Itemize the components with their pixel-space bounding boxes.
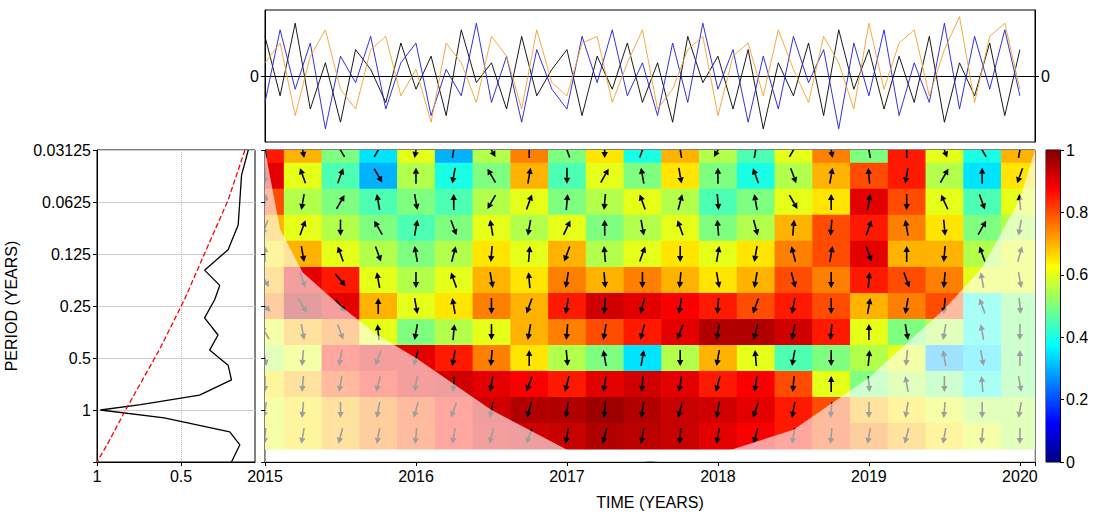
- svg-text:2015: 2015: [247, 468, 283, 485]
- svg-text:0.5: 0.5: [69, 350, 91, 367]
- svg-text:0: 0: [1041, 68, 1050, 85]
- svg-text:0.25: 0.25: [60, 298, 91, 315]
- svg-text:PERIOD (YEARS): PERIOD (YEARS): [3, 241, 20, 372]
- svg-text:2018: 2018: [700, 468, 736, 485]
- svg-text:0.8: 0.8: [1066, 204, 1088, 221]
- svg-text:0.4: 0.4: [1066, 329, 1088, 346]
- svg-text:0.6: 0.6: [1066, 266, 1088, 283]
- svg-text:0: 0: [1066, 454, 1075, 471]
- svg-text:1: 1: [82, 402, 91, 419]
- svg-text:2017: 2017: [549, 468, 585, 485]
- svg-text:0.0625: 0.0625: [42, 194, 91, 211]
- svg-text:TIME (YEARS): TIME (YEARS): [596, 494, 704, 511]
- svg-text:2019: 2019: [851, 468, 887, 485]
- svg-text:0.03125: 0.03125: [33, 142, 91, 159]
- svg-text:1: 1: [93, 468, 102, 485]
- svg-text:0.5: 0.5: [170, 468, 192, 485]
- svg-text:0.125: 0.125: [51, 246, 91, 263]
- svg-text:0.2: 0.2: [1066, 391, 1088, 408]
- svg-text:1: 1: [1066, 142, 1075, 159]
- svg-text:2016: 2016: [398, 468, 434, 485]
- svg-text:0: 0: [250, 68, 259, 85]
- svg-text:2020: 2020: [1002, 468, 1038, 485]
